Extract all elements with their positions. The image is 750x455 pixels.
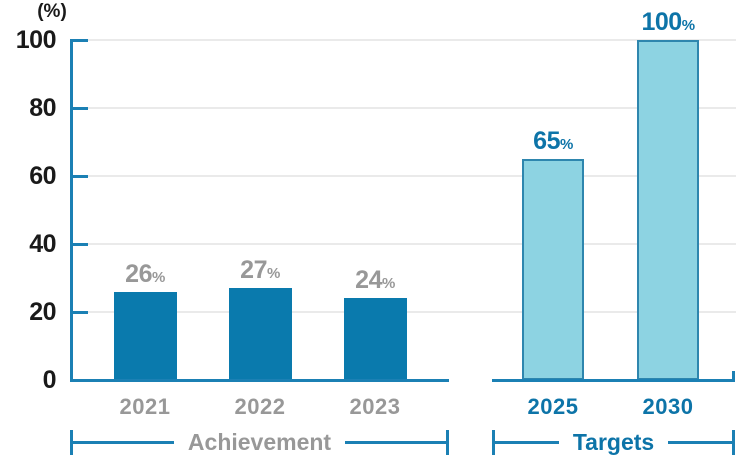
category-label-2025: 2025 — [527, 394, 579, 419]
y-axis-tick-100 — [70, 38, 88, 42]
value-number: 100 — [641, 8, 682, 36]
category-label-2021: 2021 — [119, 394, 171, 419]
percent-sign: % — [681, 17, 695, 34]
value-label-2022: 27% — [190, 255, 330, 285]
value-label-2030: 100% — [598, 7, 738, 37]
group-label-targets: Targets — [572, 429, 655, 455]
category-label-2022: 2022 — [234, 394, 286, 419]
gridline-40 — [73, 243, 736, 245]
percent-sign: % — [559, 136, 573, 153]
group-label-achievement: Achievement — [187, 429, 332, 455]
group-bracket-targets: Targets — [492, 430, 735, 455]
bracket-line — [495, 441, 559, 444]
bar-2022 — [228, 288, 292, 380]
bar-2023 — [343, 298, 407, 380]
x-axis-achievement-segment — [70, 379, 449, 382]
y-axis-tick-label-100: 100 — [15, 26, 57, 54]
percent-sign: % — [381, 275, 395, 293]
y-axis-tick-label-80: 80 — [29, 94, 56, 122]
bracket-line — [345, 441, 447, 444]
value-label-2023: 24% — [305, 265, 445, 295]
y-axis-tick-label-60: 60 — [29, 162, 56, 190]
category-label-2030: 2030 — [642, 394, 694, 419]
y-axis-tick-label-0: 0 — [42, 366, 57, 394]
value-number: 24 — [355, 266, 382, 295]
bracket-line — [73, 441, 174, 444]
x-axis-end-tick — [732, 371, 735, 382]
percent-sign: % — [151, 268, 165, 286]
bar-2021 — [113, 291, 177, 380]
y-axis-tick-label-20: 20 — [29, 298, 56, 326]
y-axis-tick-80 — [70, 106, 88, 110]
y-axis-line — [70, 40, 73, 382]
bracket-line — [668, 441, 733, 444]
gridline-60 — [73, 175, 736, 177]
bar-2025 — [522, 159, 584, 380]
y-axis-tick-60 — [70, 174, 88, 178]
value-number: 27 — [240, 256, 267, 285]
value-number: 65 — [533, 127, 560, 155]
y-axis-tick-label-40: 40 — [29, 230, 56, 258]
percent-sign: % — [266, 265, 280, 283]
value-label-2021: 26% — [75, 259, 215, 289]
gridline-100 — [73, 39, 736, 41]
y-axis-unit-label: (%) — [37, 1, 67, 22]
x-axis-targets-segment — [492, 379, 735, 382]
y-axis-tick-40 — [70, 242, 88, 246]
y-axis-tick-20 — [70, 310, 88, 314]
bar-2030 — [637, 40, 699, 380]
value-label-2025: 65% — [483, 126, 623, 156]
value-number: 26 — [125, 259, 152, 288]
gridline-80 — [73, 107, 736, 109]
group-bracket-achievement: Achievement — [70, 430, 449, 455]
category-label-2023: 2023 — [349, 394, 401, 419]
